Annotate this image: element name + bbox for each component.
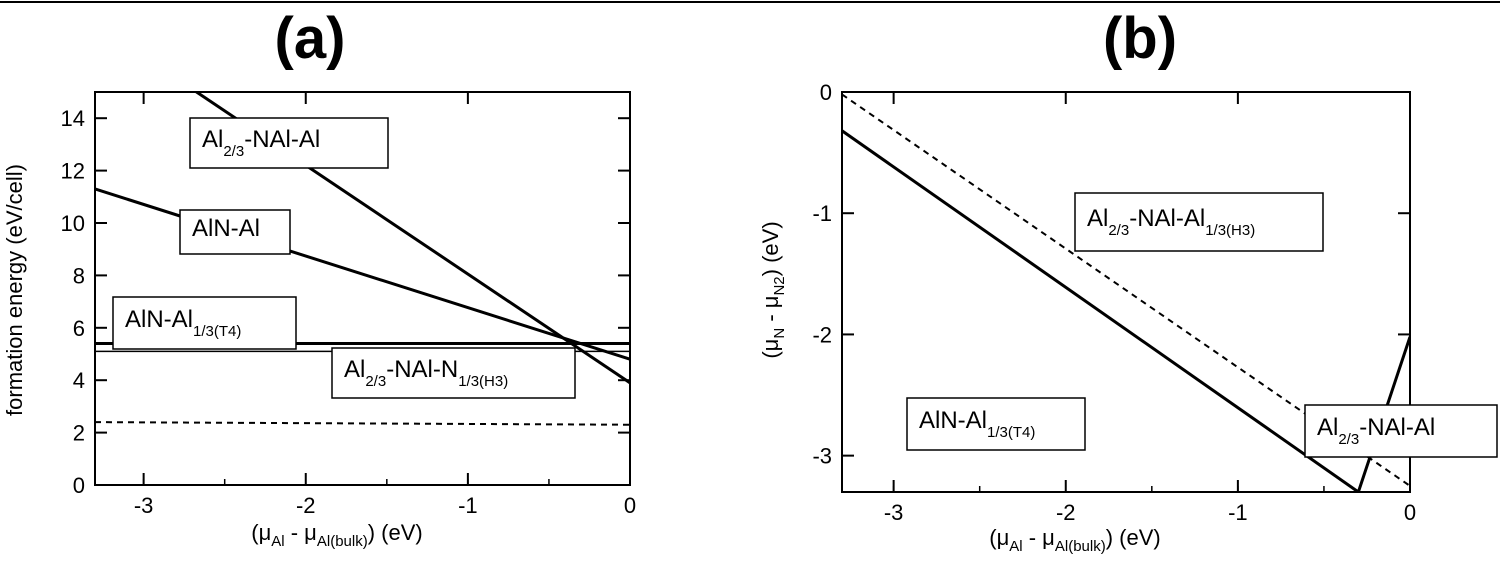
panel-a-annotation-text: AlN-Al1/3(T4): [125, 306, 241, 340]
panel-b-annotation-box: Al2/3-NAl-Al1/3(H3): [1074, 192, 1324, 252]
panel-a-ytick-label: 4: [73, 368, 85, 393]
panel-b-xtick-label: -1: [1228, 500, 1248, 525]
panel-b-ytick-label: 0: [820, 80, 832, 105]
panel-b-annotation-text: Al2/3-NAl-Al: [1317, 414, 1435, 448]
panel-b-annotation-box: Al2/3-NAl-Al: [1304, 404, 1498, 458]
panel-b-ytick-label: -3: [812, 444, 832, 469]
panel-b-ytick-label: -1: [812, 201, 832, 226]
panel-b-annotation-frame: [906, 397, 1086, 451]
panel-a-annotation-frame: [112, 296, 297, 350]
panel-a-annotation-box: AlN-Al1/3(T4): [112, 296, 297, 350]
panel-b-xtick-label: -3: [884, 500, 904, 525]
panel-a-ytick-label: 2: [73, 421, 85, 446]
panel-b-annotation-text: Al2/3-NAl-Al1/3(H3): [1087, 205, 1255, 239]
panel-b-annotations: Al2/3-NAl-Al1/3(H3) AlN-Al1/3(T4) Al2/3-NA…: [906, 192, 1498, 458]
panel-a-annotations: Al2/3-NAl-Al AlN-Al AlN-Al1/3(T4) Al2/3-NAl…: [112, 117, 576, 399]
panel-a-annotation-box: Al2/3-NAl-N1/3(H3): [331, 347, 576, 399]
panel-a-annotation-text: Al2/3-NAl-Al: [202, 126, 320, 160]
panel-a-annotation-text: AlN-Al: [192, 215, 260, 242]
panel-a-xtick-label: -2: [296, 493, 316, 518]
panel-a-ytick-label: 0: [73, 473, 85, 498]
panel-a-frame: [94, 91, 631, 486]
panel-a-ticks: -3 -2 -1 0 0 2 4 6 8 10 12 14: [61, 92, 636, 518]
panel-a-annotation-box: Al2/3-NAl-Al: [189, 117, 389, 169]
panel-label-a: (a): [275, 6, 346, 71]
panel-a-annotation-frame: [331, 347, 576, 399]
panel-a-xtick-label: -3: [134, 493, 154, 518]
panel-b-frame: [841, 91, 1411, 493]
panel-b-annotation-box: AlN-Al1/3(T4): [906, 397, 1086, 451]
panel-a-ytick-label: 8: [73, 263, 85, 288]
panel-a-xtick-label: -1: [458, 493, 478, 518]
panel-b-plot: -3 -2 -1 0 0 -1 -2 -3 Al2/3-NAl-Al1/3(H3) AlN-Al…: [758, 80, 1498, 555]
panel-a-annotation-text: Al2/3-NAl-N1/3(H3): [344, 356, 508, 390]
panel-a-ytick-label: 10: [61, 211, 85, 236]
panel-b-xlabel: (μAl - μAl(bulk)) (eV): [989, 525, 1160, 555]
panel-b-xtick-label: -2: [1056, 500, 1076, 525]
panel-a-ytick-label: 6: [73, 316, 85, 341]
panel-b-xtick-label: 0: [1404, 500, 1416, 525]
panel-a-series-line-5: [95, 421, 630, 426]
panel-b-ylabel: (μN - μN2) (eV): [758, 221, 788, 358]
panel-b-ticks: -3 -2 -1 0 0 -1 -2 -3: [812, 80, 1416, 525]
panel-a-annotation-frame: [189, 117, 389, 169]
panel-b-annotation-text: AlN-Al1/3(T4): [919, 407, 1035, 441]
panel-label-b: (b): [1103, 6, 1177, 71]
panel-a-ytick-label: 12: [61, 159, 85, 184]
panel-a-xtick-label: 0: [624, 493, 636, 518]
panel-a-annotation-box: AlN-Al: [179, 209, 291, 255]
panel-a-ytick-label: 14: [61, 106, 85, 131]
panel-a-annotation-frame: [179, 209, 291, 255]
panel-a-plot: -3 -2 -1 0 0 2 4 6 8 10 12 14 Al2/3-NAl-Al AlN-Al AlN…: [2, 91, 636, 550]
panel-b-annotation-frame: [1304, 404, 1498, 458]
panel-a-series-line-1: [193, 92, 630, 385]
panel-a-ylabel: formation energy (eV/cell): [2, 164, 27, 416]
panel-b-series-line-1: [842, 129, 1360, 492]
panel-a-xlabel: (μAl - μAl(bulk)) (eV): [251, 520, 422, 550]
panel-b-annotation-frame: [1074, 192, 1324, 252]
panel-b-ytick-label: -2: [812, 322, 832, 347]
